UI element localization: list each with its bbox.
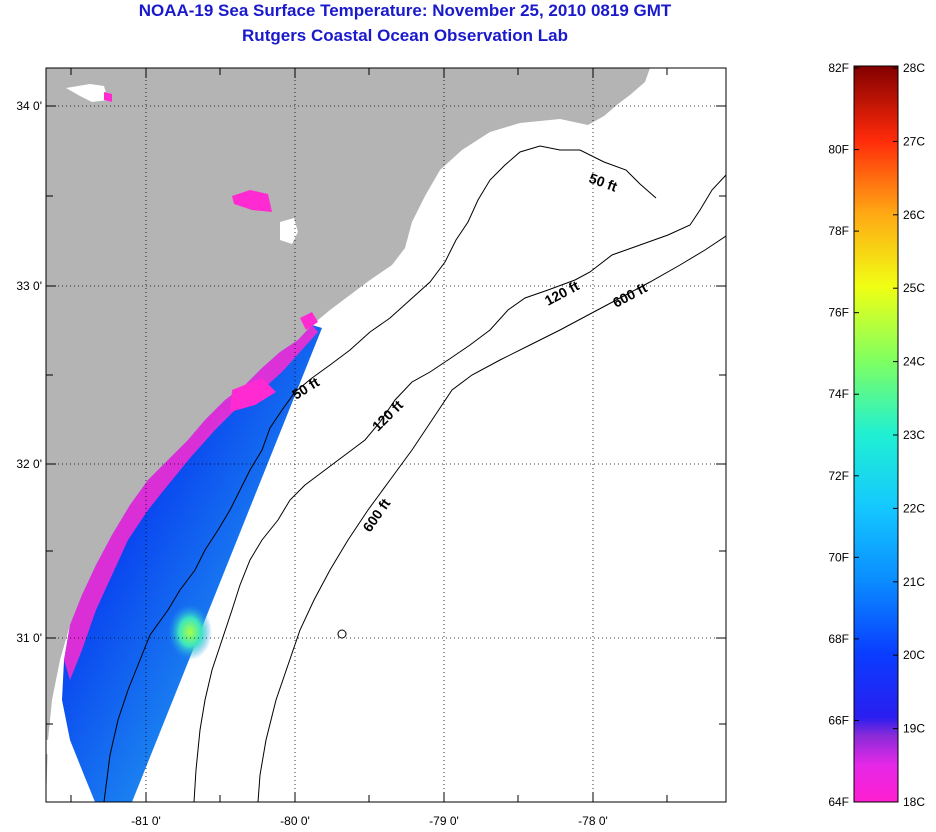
map-area <box>46 68 726 802</box>
lat-label-31: 31 0' <box>16 631 42 645</box>
colorbar-ticks: 82F 80F 78F 76F 74F 72F 70F 68F 66F 64F 28C 27C 26C 2… <box>828 61 925 809</box>
land-mass <box>46 68 650 802</box>
colorbar-label-c: 20C <box>903 648 925 662</box>
lat-label-34: 34 0' <box>16 99 42 113</box>
colorbar-label-f: 78F <box>828 224 849 238</box>
lon-label-80: -80 0' <box>280 814 310 828</box>
colorbar-label-c: 25C <box>903 281 925 295</box>
colorbar-label-f: 66F <box>828 713 849 727</box>
colorbar-label-c: 19C <box>903 722 925 736</box>
map-title: NOAA-19 Sea Surface Temperature: Novembe… <box>138 1 672 20</box>
map-subtitle: Rutgers Coastal Ocean Observation Lab <box>242 26 568 45</box>
contour-50ft <box>103 145 657 802</box>
colorbar-label-f: 72F <box>828 469 849 483</box>
inland-water-south <box>46 738 68 756</box>
warm-patch <box>168 604 212 660</box>
colorbar-label-c: 22C <box>903 501 925 515</box>
colorbar-label-f: 82F <box>828 61 849 75</box>
colorbar-label-c: 28C <box>903 61 925 75</box>
inland-lake-spot <box>104 92 112 102</box>
colorbar-label-f: 70F <box>828 550 849 564</box>
colorbar-label-f: 64F <box>828 795 849 809</box>
contour-120ft <box>193 174 726 802</box>
colorbar-label-f: 80F <box>828 143 849 157</box>
colorbar-label-c: 27C <box>903 134 925 148</box>
lake-moultrie <box>280 218 298 244</box>
sst-swath <box>62 325 322 802</box>
lon-label-78: -78 0' <box>578 814 608 828</box>
contour-600ft <box>257 235 726 802</box>
colorbar-label-f: 68F <box>828 632 849 646</box>
lon-label-79: -79 0' <box>429 814 459 828</box>
inland-lake-north <box>66 84 108 102</box>
grid <box>46 68 726 802</box>
colorbar-label-f: 74F <box>828 387 849 401</box>
colorbar <box>853 65 899 803</box>
colorbar-label-c: 18C <box>903 795 925 809</box>
colorbar-label-c: 21C <box>903 575 925 589</box>
cold-bay-patch <box>230 378 276 412</box>
lon-label-81: -81 0' <box>131 814 161 828</box>
lake-marion <box>232 190 272 212</box>
map-frame <box>45 67 727 803</box>
cold-inlet-patch <box>300 312 318 330</box>
lat-label-32: 32 0' <box>16 457 42 471</box>
colorbar-label-c: 24C <box>903 355 925 369</box>
lat-label-33: 33 0' <box>16 279 42 293</box>
colorbar-label-c: 23C <box>903 428 925 442</box>
colorbar-label-c: 26C <box>903 208 925 222</box>
colorbar-label-f: 76F <box>828 306 849 320</box>
tick-marks <box>46 68 726 802</box>
